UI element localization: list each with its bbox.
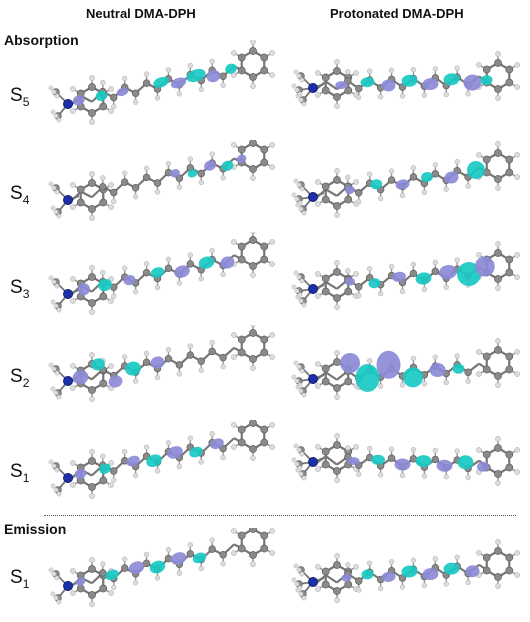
emission-section-label: Emission <box>4 521 67 537</box>
orbital-neutral-abs-s5 <box>48 40 275 125</box>
section-divider <box>44 515 516 516</box>
orbital-protonated-em-s1 <box>291 539 520 603</box>
state-label-abs-s5: S5 <box>10 85 30 109</box>
protonated-column-header: Protonated DMA-DPH <box>330 6 464 21</box>
orbital-protonated-abs-s5 <box>291 51 520 109</box>
orbital-protonated-abs-s1 <box>291 433 520 486</box>
orbital-neutral-abs-s1 <box>48 420 275 499</box>
state-label-em-s1: S1 <box>10 567 30 591</box>
orbital-neutral-abs-s4 <box>48 140 275 221</box>
orbital-neutral-abs-s3 <box>48 232 275 315</box>
orbital-protonated-abs-s3 <box>291 241 520 310</box>
neutral-column-header: Neutral DMA-DPH <box>86 6 196 21</box>
state-label-abs-s3: S3 <box>10 277 30 301</box>
state-label-abs-s2: S2 <box>10 366 30 390</box>
state-label-abs-s1: S1 <box>10 461 30 485</box>
orbital-protonated-abs-s2 <box>291 338 520 400</box>
absorption-section-label: Absorption <box>4 32 79 48</box>
orbital-neutral-em-s1 <box>48 528 275 607</box>
state-label-abs-s4: S4 <box>10 183 30 207</box>
orbital-neutral-abs-s2 <box>48 325 275 402</box>
orbital-protonated-abs-s4 <box>291 141 520 218</box>
